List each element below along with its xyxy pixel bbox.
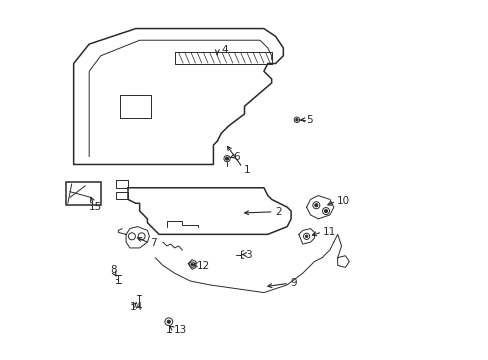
Text: 3: 3 (245, 249, 251, 260)
Text: 1: 1 (243, 165, 249, 175)
Circle shape (314, 204, 317, 207)
Bar (66, 182, 101, 205)
Text: 9: 9 (289, 278, 296, 288)
Circle shape (225, 157, 228, 160)
Circle shape (167, 320, 170, 323)
Text: 4: 4 (221, 45, 227, 55)
Circle shape (324, 210, 327, 213)
Text: 2: 2 (274, 207, 281, 217)
Text: 14: 14 (129, 302, 142, 312)
Text: 12: 12 (197, 261, 210, 271)
Text: 11: 11 (322, 227, 335, 237)
Text: 13: 13 (173, 325, 186, 335)
Circle shape (295, 119, 298, 121)
Text: 8: 8 (110, 265, 117, 275)
Circle shape (190, 264, 193, 266)
Text: 6: 6 (233, 152, 240, 162)
Text: 15: 15 (88, 202, 102, 212)
Circle shape (305, 235, 307, 238)
Text: 5: 5 (306, 115, 313, 125)
Text: 7: 7 (150, 238, 157, 248)
Text: 10: 10 (336, 196, 349, 206)
